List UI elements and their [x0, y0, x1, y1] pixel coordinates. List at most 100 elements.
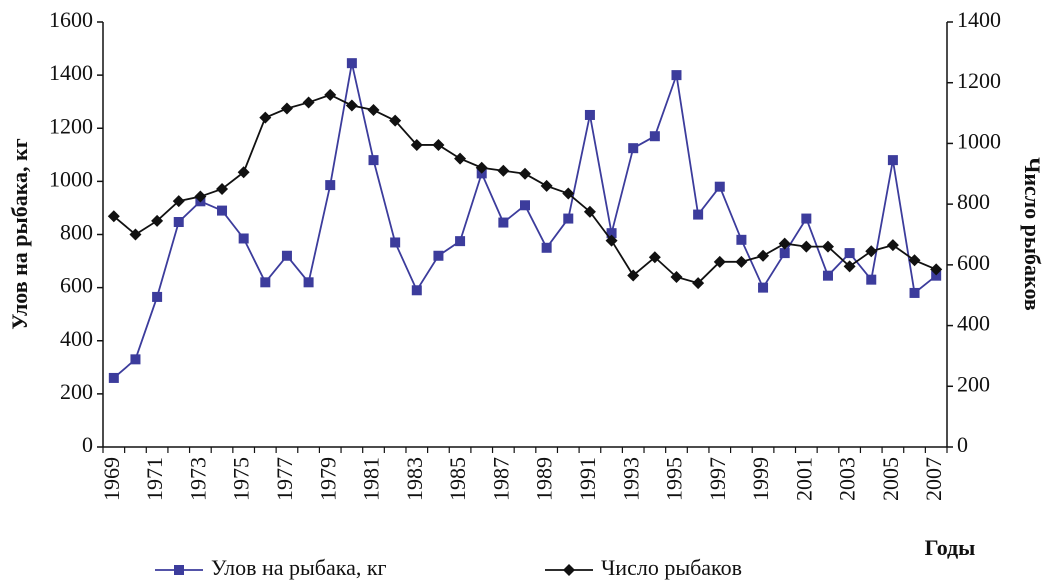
x-tick-label: 1975: [229, 457, 254, 501]
data-point: [757, 249, 770, 262]
y-tick-label: 600: [60, 273, 93, 298]
data-point: [540, 179, 553, 192]
data-point: [692, 277, 705, 290]
data-point: [259, 111, 272, 124]
x-tick-label: 1973: [185, 457, 210, 501]
data-point: [172, 195, 185, 208]
x-tick-label: 1971: [142, 457, 167, 501]
data-point: [410, 138, 423, 151]
data-point: [194, 190, 207, 203]
series-line: [113, 62, 937, 379]
legend-label: Число рыбаков: [601, 555, 742, 580]
data-point: [887, 155, 898, 166]
x-tick-label: 2005: [878, 457, 903, 501]
x-tick-label: 1995: [662, 457, 687, 501]
data-point: [606, 228, 617, 239]
x-tick-label: 1991: [575, 457, 600, 501]
data-point: [216, 182, 229, 195]
data-point: [714, 181, 725, 192]
data-point: [173, 217, 184, 228]
y2-tick-label: 0: [957, 432, 968, 457]
series-line: [113, 93, 937, 285]
y2-tick-label: 200: [957, 371, 990, 396]
data-point: [345, 99, 358, 112]
data-point: [801, 213, 812, 224]
y2-tick-label: 600: [957, 250, 990, 275]
legend-label: Улов на рыбака, кг: [211, 555, 387, 580]
x-tick-label: 1977: [272, 457, 297, 501]
data-point: [497, 164, 510, 177]
x-tick-label: 1989: [532, 457, 557, 501]
data-point: [584, 109, 595, 120]
data-point: [454, 152, 467, 165]
y2-tick-label: 1400: [957, 7, 1001, 32]
data-point: [217, 205, 228, 216]
data-point: [367, 104, 380, 117]
data-point: [130, 354, 141, 365]
x-tick-label: 1983: [402, 457, 427, 501]
data-point: [260, 277, 271, 288]
data-point: [455, 236, 466, 247]
data-point: [107, 210, 120, 223]
data-point: [693, 209, 704, 220]
x-tick-label: 1997: [705, 457, 730, 501]
data-point: [735, 255, 748, 268]
data-point: [931, 270, 942, 281]
legend-marker: [563, 564, 575, 576]
data-point: [908, 254, 921, 267]
data-point: [411, 285, 422, 296]
data-point: [822, 270, 833, 281]
data-point: [432, 138, 445, 151]
data-point: [909, 287, 920, 298]
y-tick-label: 1400: [49, 60, 93, 85]
data-point: [433, 250, 444, 261]
data-point: [648, 251, 661, 264]
data-point: [866, 274, 877, 285]
data-point: [280, 102, 293, 115]
y2-tick-label: 1000: [957, 128, 1001, 153]
y2-tick-label: 400: [957, 311, 990, 336]
data-point: [519, 167, 531, 180]
data-point: [800, 240, 813, 253]
data-point: [368, 155, 379, 166]
x-tick-label: 2007: [921, 457, 946, 501]
y-tick-label: 1600: [49, 7, 93, 32]
data-point: [713, 255, 726, 268]
data-point: [324, 88, 337, 101]
y-tick-label: 1200: [49, 113, 93, 138]
data-point: [390, 237, 401, 248]
data-point: [758, 282, 769, 293]
y-tick-label: 200: [60, 379, 93, 404]
data-point: [281, 250, 292, 261]
data-point: [325, 180, 336, 191]
y-axis-label: Улов на рыбака, кг: [7, 138, 32, 329]
data-point: [583, 205, 596, 218]
data-point: [628, 143, 639, 154]
x-tick-label: 1987: [488, 457, 513, 501]
data-point: [671, 70, 682, 81]
data-point: [670, 271, 683, 283]
legend-marker: [174, 565, 184, 575]
y-tick-label: 1000: [49, 166, 93, 191]
data-point: [389, 114, 402, 127]
data-point: [844, 248, 855, 259]
x-tick-label: 1985: [445, 457, 470, 501]
data-point: [541, 242, 552, 253]
data-point: [346, 58, 357, 69]
y-tick-label: 400: [60, 326, 93, 351]
data-point: [303, 277, 314, 288]
x-tick-label: 1969: [99, 457, 124, 501]
data-point: [475, 161, 488, 174]
data-point: [520, 200, 530, 211]
y-tick-label: 800: [60, 220, 93, 245]
data-point: [930, 263, 943, 276]
data-point: [865, 245, 878, 258]
data-point: [108, 372, 119, 383]
data-point: [843, 260, 856, 273]
data-point: [498, 217, 509, 228]
data-point: [649, 131, 660, 142]
x-tick-label: 1999: [748, 457, 773, 501]
data-point: [627, 269, 640, 282]
x-tick-label: 1979: [315, 457, 340, 501]
